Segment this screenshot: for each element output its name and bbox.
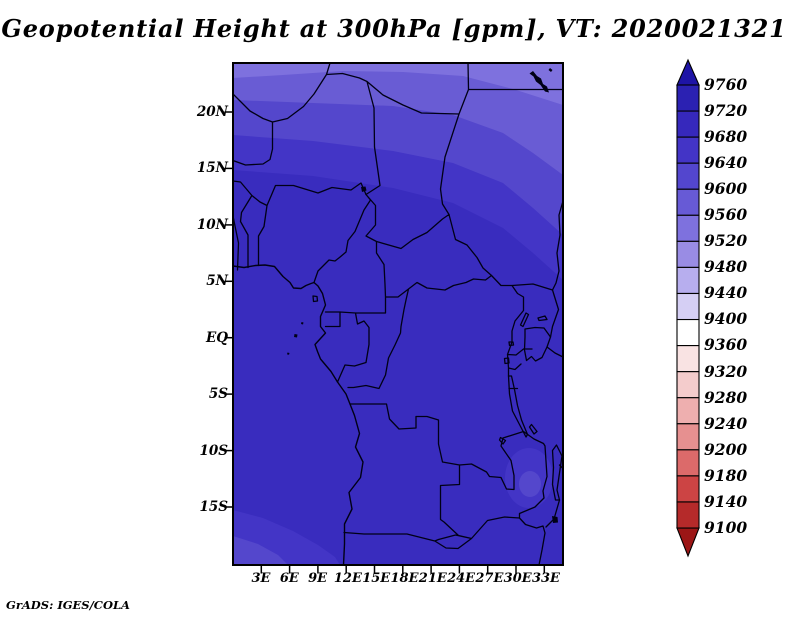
colorbar-band xyxy=(676,84,700,112)
colorbar-label: 9100 xyxy=(704,517,748,537)
colorbar-band xyxy=(676,136,700,164)
colorbar-band xyxy=(676,240,700,268)
lon-tick-label: 9E xyxy=(308,571,328,586)
lon-tick-label: 15E xyxy=(362,571,391,586)
colorbar-label: 9600 xyxy=(704,179,748,199)
colorbar-label: 9640 xyxy=(704,153,748,173)
lon-tick-marks xyxy=(260,565,546,574)
lon-tick-label: 33E xyxy=(531,571,560,586)
colorbar-label: 9200 xyxy=(704,439,748,459)
malawi-low-patch-inner xyxy=(519,471,541,497)
colorbar-band xyxy=(676,318,700,347)
colorbar-label: 9720 xyxy=(704,101,748,121)
country-borders-east xyxy=(490,200,563,390)
colorbar-arrow-top xyxy=(676,58,700,86)
colorbar-band xyxy=(676,475,700,503)
lon-tick-label: 27E xyxy=(475,571,504,586)
country-borders-north xyxy=(233,63,563,271)
lon-tick-label: 21E xyxy=(418,571,447,586)
colorbar-labels: 9760 9720 9680 9640 9600 9560 9520 9480 … xyxy=(704,75,756,537)
colorbar xyxy=(676,58,700,558)
lat-tick-marks xyxy=(224,111,233,508)
lat-axis-labels: 20N 15N 10N 5N EQ 5S 10S 15S xyxy=(182,104,228,515)
colorbar-band xyxy=(676,423,700,451)
colorbar-arrow-bottom xyxy=(676,527,700,558)
lon-tick-label: 18E xyxy=(390,571,419,586)
colorbar-band xyxy=(676,345,700,373)
colorbar-band xyxy=(676,162,700,190)
lon-tick-label: 24E xyxy=(447,571,476,586)
colorbar-band xyxy=(676,110,700,138)
colorbar-band xyxy=(676,371,700,399)
lat-tick-label: 5S xyxy=(208,386,228,403)
colorbar-label: 9140 xyxy=(704,491,748,511)
colorbar-band xyxy=(676,188,700,216)
colorbar-band xyxy=(676,266,700,295)
contour-band-1 xyxy=(233,63,563,105)
grads-attribution: GrADS: IGES/COLA xyxy=(6,598,130,612)
colorbar-label: 9240 xyxy=(704,413,748,433)
colorbar-label: 9320 xyxy=(704,361,748,381)
lat-tick-label: 5N xyxy=(206,273,228,290)
lat-tick-label: EQ xyxy=(205,329,228,346)
lon-tick-label: 12E xyxy=(333,571,362,586)
lat-tick-label: 10S xyxy=(199,442,228,459)
plot-title: Geopotential Height at 300hPa [gpm], VT:… xyxy=(1,14,787,43)
coastline-path xyxy=(233,264,364,565)
country-borders-south xyxy=(343,403,563,565)
lat-tick-label: 15S xyxy=(199,498,228,515)
lon-tick-label: 3E xyxy=(251,571,271,586)
lon-axis-labels: 3E 6E 9E 12E 15E 18E 21E 24E 27E 30E 33E xyxy=(249,571,560,587)
colorbar-label: 9400 xyxy=(704,309,748,329)
colorbar-band xyxy=(676,292,700,321)
map-frame xyxy=(232,62,564,566)
lakes-outline xyxy=(312,295,563,501)
colorbar-label: 9360 xyxy=(704,335,748,355)
colorbar-label: 9480 xyxy=(704,257,748,277)
lat-tick-label: 10N xyxy=(196,216,228,233)
country-borders-central xyxy=(313,193,493,390)
colorbar-label: 9680 xyxy=(704,127,748,147)
colorbar-band xyxy=(676,214,700,242)
colorbar-label: 9440 xyxy=(704,283,748,303)
colorbar-label: 9560 xyxy=(704,205,748,225)
colorbar-label: 9760 xyxy=(704,75,748,94)
colorbar-label: 9180 xyxy=(704,465,748,485)
colorbar-band xyxy=(676,397,700,425)
map-panel xyxy=(233,63,563,565)
lat-tick-label: 20N xyxy=(196,104,228,120)
colorbar-band xyxy=(676,501,700,529)
lon-tick-label: 6E xyxy=(279,571,299,586)
colorbar-label: 9520 xyxy=(704,231,748,251)
sw-corner-band-inner xyxy=(233,536,288,565)
colorbar-label: 9280 xyxy=(704,387,748,407)
colorbar-band xyxy=(676,449,700,477)
lat-tick-label: 15N xyxy=(196,160,228,177)
lon-tick-label: 30E xyxy=(503,571,532,586)
